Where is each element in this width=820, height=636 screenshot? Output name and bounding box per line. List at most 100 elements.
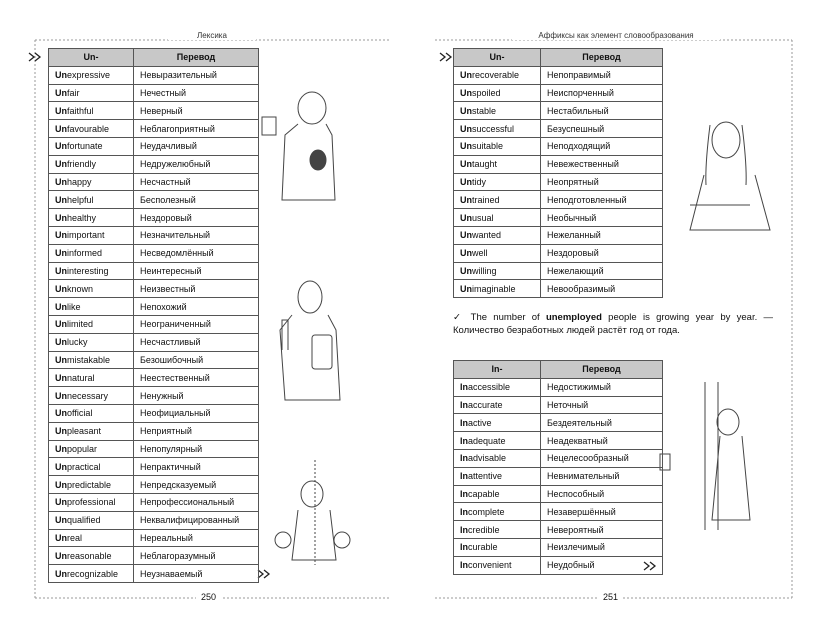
prefix: Un: [55, 70, 67, 81]
table-row: Unrecoverable Непоправимый: [453, 65, 663, 85]
table-row: Unspoiled Неиспорченный: [453, 83, 663, 103]
word-rest: recoverable: [472, 70, 520, 81]
word-cell: Unwilling: [453, 261, 541, 281]
prefix: Un: [55, 408, 67, 419]
table-row: Incomplete Незавершённый: [453, 502, 663, 522]
word-cell: Unnecessary: [48, 386, 134, 405]
table-row: Unreasonable Неблагоразумный: [48, 546, 259, 566]
word-rest: stable: [472, 105, 497, 116]
word-rest: official: [67, 408, 93, 419]
prefix: Un: [55, 443, 67, 454]
word-cell: Unfortunate: [48, 136, 134, 156]
word-cell: Unimportant: [48, 225, 134, 245]
word-cell: Uninteresting: [48, 261, 134, 281]
prefix: In: [460, 471, 468, 482]
translation-cell: Безошибочный: [133, 350, 259, 370]
word-cell: Unlimited: [48, 314, 134, 334]
header-row: Un- Перевод: [48, 48, 259, 67]
word-cell: Inadvisable: [453, 448, 541, 468]
word-rest: adequate: [468, 435, 506, 446]
word-rest: lucky: [67, 337, 88, 348]
word-cell: Unwell: [453, 243, 541, 263]
word-rest: reasonable: [67, 550, 112, 561]
table-row: Unfair Нечестный: [48, 83, 259, 103]
word-cell: Unspoiled: [453, 83, 541, 103]
table-row: Unlucky Несчастливый: [48, 332, 259, 352]
translation-cell: Невообразимый: [540, 279, 663, 299]
word-rest: fortunate: [67, 141, 103, 152]
word-rest: convenient: [468, 560, 512, 571]
table-row: Unlike Непохожий: [48, 297, 259, 316]
prefix: Un: [460, 87, 472, 98]
table-row: Unsuccessful Безуспешный: [453, 119, 663, 138]
translation-cell: Неинтересный: [133, 261, 259, 281]
table-row: Incurable Неизлечимый: [453, 537, 663, 557]
word-cell: Unstable: [453, 101, 541, 121]
page-number: 251: [598, 592, 624, 602]
table-row: Inaccurate Неточный: [453, 395, 663, 415]
word-rest: helpful: [67, 194, 94, 205]
translation-cell: Неквалифицированный: [133, 510, 259, 530]
table-row: Unfriendly Недружелюбный: [48, 154, 259, 174]
word-cell: Incredible: [453, 520, 541, 539]
translation-cell: Бесполезный: [133, 190, 259, 210]
translation-cell: Неблагоприятный: [133, 119, 259, 138]
prefix: In: [460, 382, 468, 393]
column-header: Un-: [453, 48, 541, 67]
prefix: Un: [55, 372, 67, 383]
word-cell: Unfaithful: [48, 101, 134, 121]
prefix: Un: [55, 87, 67, 98]
table-row: Inadvisable Нецелесообразный: [453, 448, 663, 468]
prefix: Un: [55, 568, 67, 579]
translation-cell: Незавершённый: [540, 502, 663, 522]
word-cell: Unqualified: [48, 510, 134, 530]
translation-cell: Нездоровый: [133, 208, 259, 227]
translation-cell: Нереальный: [133, 528, 259, 548]
table-row: Uninteresting Неинтересный: [48, 261, 259, 281]
prefix: Un: [55, 105, 67, 116]
table-row: Untidy Неопрятный: [453, 172, 663, 192]
word-rest: active: [468, 417, 492, 428]
translation-cell: Неспособный: [540, 484, 663, 504]
prefix: In: [460, 399, 468, 410]
translation-cell: Неиспорченный: [540, 83, 663, 103]
translation-cell: Непопулярный: [133, 439, 259, 459]
prefix: Un: [460, 194, 472, 205]
table-row: Inadequate Неадекватный: [453, 431, 663, 450]
prefix: Un: [55, 515, 67, 526]
word-cell: Unpractical: [48, 457, 134, 477]
word-cell: Unmistakable: [48, 350, 134, 370]
word-rest: informed: [67, 248, 103, 259]
word-cell: Incurable: [453, 537, 541, 557]
translation-cell: Неопрятный: [540, 172, 663, 192]
word-cell: Untaught: [453, 154, 541, 174]
table-row: Inaccessible Недостижимый: [453, 377, 663, 397]
table-row: Uninformed Несведомлённый: [48, 243, 259, 263]
word-rest: like: [67, 301, 81, 312]
word-cell: Unsuitable: [453, 136, 541, 156]
prefix: Un: [460, 159, 472, 170]
table-row: Unimportant Незначительный: [48, 225, 259, 245]
prefix: Un: [460, 265, 472, 276]
translation-cell: Неизвестный: [133, 279, 259, 299]
prefix: Un: [460, 248, 472, 259]
prefix: Un: [460, 141, 472, 152]
translation-cell: Недружелюбный: [133, 154, 259, 174]
word-cell: Unfair: [48, 83, 134, 103]
translation-cell: Ненужный: [133, 386, 259, 405]
word-rest: mistakable: [67, 354, 111, 365]
word-cell: Incomplete: [453, 502, 541, 522]
translation-cell: Нежеланный: [540, 225, 663, 245]
word-rest: accessible: [468, 382, 511, 393]
translation-cell: Непохожий: [133, 297, 259, 316]
translation-cell: Непрофессиональный: [133, 492, 259, 512]
word-cell: Inconvenient: [453, 555, 541, 575]
word-cell: Inactive: [453, 413, 541, 433]
translation-cell: Недостижимый: [540, 377, 663, 397]
word-table: Un- Перевод Unrecoverable Непоправимый Unspo…: [453, 48, 663, 299]
word-cell: Inattentive: [453, 466, 541, 486]
prefix: In: [460, 524, 468, 535]
word-cell: Inadequate: [453, 431, 541, 450]
prefix: In: [460, 417, 468, 428]
translation-cell: Непрактичный: [133, 457, 259, 477]
